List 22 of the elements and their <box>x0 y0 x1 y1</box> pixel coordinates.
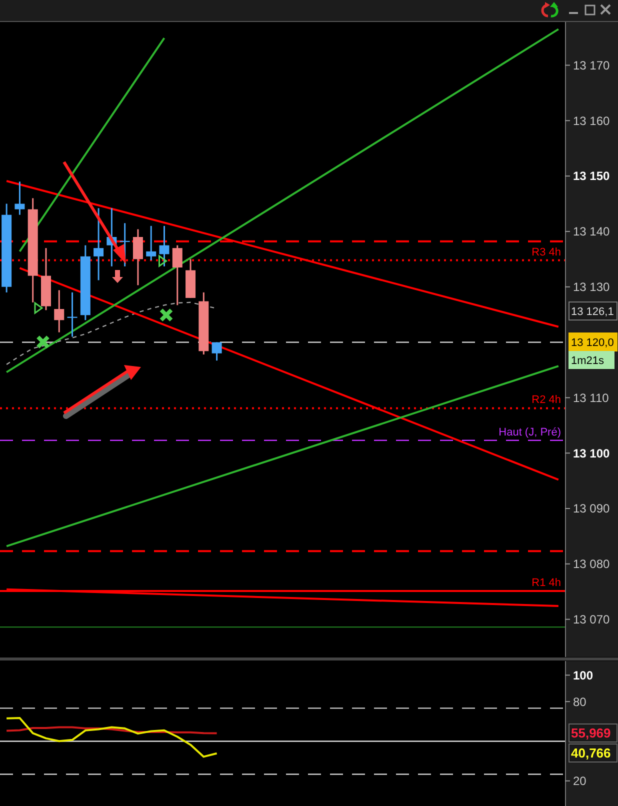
y-tick-label: 13 090 <box>573 502 610 516</box>
y-tick-label: 20 <box>573 774 587 788</box>
y-tick-label: 13 140 <box>573 224 610 239</box>
y-tick-label: 13 150 <box>573 169 610 184</box>
y-tick-label: 13 170 <box>573 58 610 72</box>
text: 13 120,0 <box>571 336 614 349</box>
y-tick-label: 13 070 <box>573 612 610 627</box>
y-tick-label: 13 100 <box>573 446 610 460</box>
ref-line-label: R3 4h <box>532 246 561 258</box>
y-tick-label: 13 130 <box>573 280 610 294</box>
text: 1m21s <box>571 354 605 367</box>
y-tick-label: 13 080 <box>573 557 610 572</box>
text: 55,969 <box>571 726 611 741</box>
y-tick-label: 100 <box>573 668 594 682</box>
ref-line-label: R2 4h <box>532 394 561 406</box>
ref-line-label: R1 4h <box>532 577 561 590</box>
y-tick-label: 13 160 <box>573 114 610 128</box>
text: 40,766 <box>571 746 611 761</box>
y-tick-label: 80 <box>573 694 587 709</box>
text: 13 126,1 <box>571 306 614 318</box>
y-tick-label: 13 110 <box>573 390 610 405</box>
ref-line-label: Haut (J, Pré) <box>498 426 561 438</box>
